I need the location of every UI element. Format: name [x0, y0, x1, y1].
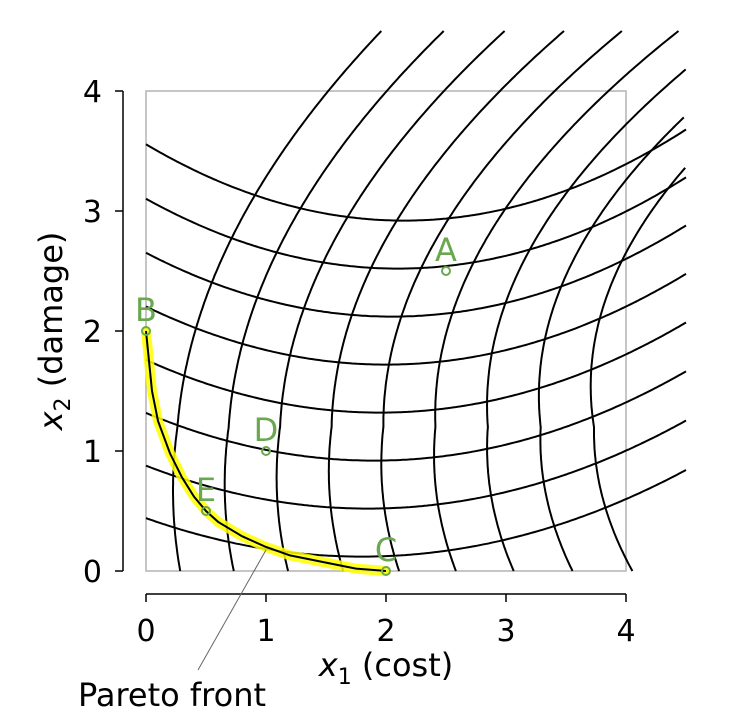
grid-curve — [275, 30, 506, 572]
y-tick-label: 4 — [83, 75, 102, 110]
pareto-annotation-line — [197, 549, 267, 671]
x-tick-label: 4 — [616, 614, 635, 649]
point-marker — [141, 326, 151, 336]
x-tick-label: 2 — [376, 614, 395, 649]
point-marker — [381, 566, 391, 576]
curve-family — [145, 30, 687, 572]
grid-curve — [145, 128, 687, 222]
pareto-front-line — [145, 330, 387, 572]
grid-curve — [537, 116, 685, 572]
y-tick-label: 3 — [83, 195, 102, 230]
ticks: 0 1 2 3 4 0 1 2 3 4 — [83, 75, 636, 649]
grid-curve — [380, 30, 623, 572]
grid-curve — [145, 321, 687, 414]
point-label: B — [135, 291, 157, 329]
point-marker — [441, 266, 451, 276]
pareto-front-label: Pareto front — [78, 676, 266, 714]
y-tick-label: 1 — [83, 435, 102, 470]
x-tick-label: 0 — [136, 614, 155, 649]
grid-curve — [433, 30, 680, 572]
x-tick-label: 1 — [256, 614, 275, 649]
grid-curve — [327, 30, 565, 572]
grid-curve — [223, 30, 445, 572]
point-marker — [201, 506, 211, 516]
plot-frame — [145, 90, 627, 572]
grid-curve — [145, 469, 687, 558]
point-label: A — [435, 231, 457, 269]
point-group: A B C DE — [135, 231, 457, 576]
y-tick-label: 2 — [83, 315, 102, 350]
y-tick-label: 0 — [83, 555, 102, 590]
pareto-front-group — [141, 326, 391, 576]
grid-curve — [172, 30, 383, 572]
x-axis-label: x1 (cost) — [318, 646, 453, 690]
pareto-front-band — [141, 326, 391, 576]
grid-curve — [145, 224, 687, 318]
y-axis-label: x2 (damage) — [32, 232, 76, 432]
grid-curve — [145, 370, 687, 462]
grid-curve — [485, 68, 687, 572]
grid-curve — [145, 176, 687, 270]
grid-curve — [145, 273, 687, 366]
point-label: E — [196, 471, 216, 509]
x-tick-label: 3 — [496, 614, 515, 649]
point-label: C — [375, 531, 397, 569]
grid-curve — [145, 419, 687, 510]
point-label: D — [254, 411, 279, 449]
grid-curve — [589, 167, 686, 572]
point-marker — [261, 446, 271, 456]
